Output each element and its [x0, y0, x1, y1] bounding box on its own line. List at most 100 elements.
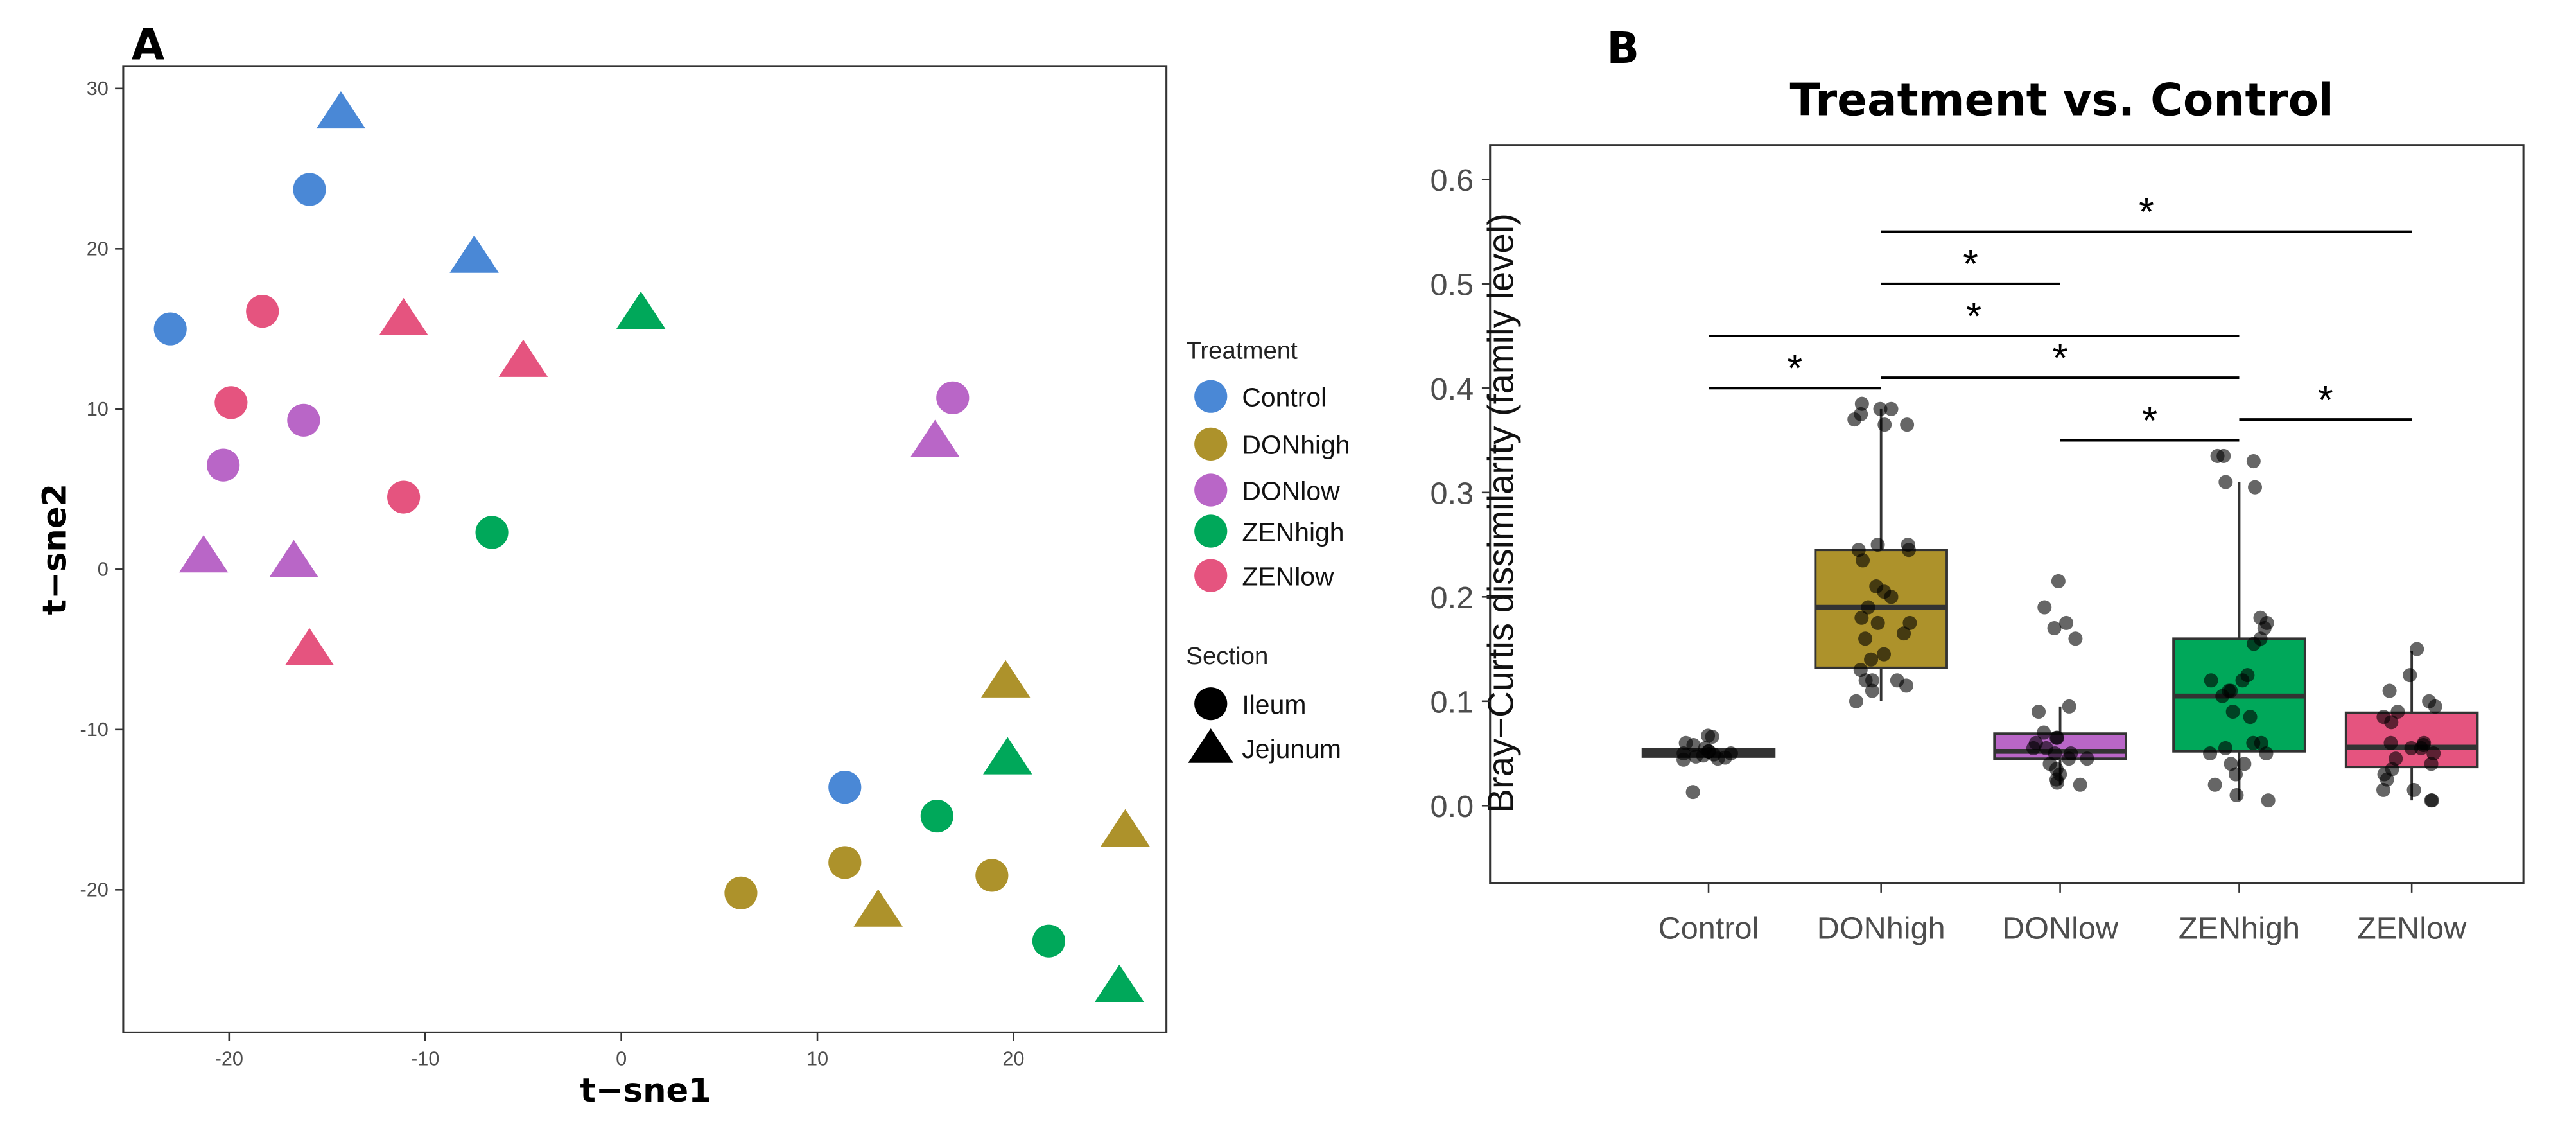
jitter-point — [2062, 699, 2076, 714]
point-control-jejunum — [316, 91, 366, 129]
legend: Treatment Section Control DONhigh DONlow ZE… — [1186, 337, 1350, 764]
significance-star: * — [2139, 189, 2154, 234]
jitter-point — [1854, 396, 1869, 411]
x-tick-label: Control — [1658, 911, 1759, 946]
chart-title: Treatment vs. Control — [1790, 75, 2334, 127]
legend-key-circle-icon — [1194, 687, 1228, 721]
y-axis-label-a: t−sne2 — [36, 484, 74, 615]
legend-label-zenhigh: ZENhigh — [1242, 517, 1344, 547]
point-donhigh-ileum — [828, 846, 862, 879]
jitter-point — [1858, 631, 1873, 646]
legend-key-zenhigh — [1194, 514, 1228, 548]
legend-label-donlow: DONlow — [1242, 476, 1340, 505]
jitter-point — [2382, 683, 2397, 698]
point-zenhigh-ileum — [920, 799, 953, 833]
point-donhigh-ileum — [975, 859, 1009, 892]
point-zenlow-ileum — [214, 386, 248, 419]
point-zenhigh-ileum — [1032, 924, 1066, 958]
y-tick-label: 0.3 — [1431, 477, 1474, 511]
point-donlow-jejunum — [269, 540, 318, 577]
jitter-point — [1870, 615, 1885, 630]
legend-label-jejunum: Jejunum — [1242, 734, 1341, 764]
panel-b: B Treatment vs. Control Bray−Curtis diss… — [1431, 23, 2525, 946]
jitter-point — [2406, 782, 2421, 797]
point-zenlow-jejunum — [379, 297, 428, 336]
legend-key-zenlow — [1194, 559, 1228, 592]
x-tick-label: DONlow — [2002, 911, 2119, 946]
legend-key-donlow — [1194, 473, 1228, 507]
jitter-point — [2424, 757, 2439, 771]
significance-star: * — [2053, 336, 2068, 380]
point-control-jejunum — [449, 235, 499, 273]
jitter-point — [2390, 705, 2405, 719]
jitter-point — [2404, 741, 2419, 755]
point-control-ileum — [293, 173, 326, 206]
point-control-ileum — [828, 771, 862, 804]
jitter-point — [2051, 574, 2066, 588]
jitter-point — [1864, 652, 1879, 667]
jitter-point — [2080, 751, 2094, 766]
jitter-point — [1854, 610, 1869, 625]
y-tick-label: -10 — [80, 718, 109, 741]
jitter-point — [2254, 735, 2268, 750]
jitter-point — [2237, 757, 2252, 771]
significance-star: * — [1787, 346, 1802, 391]
x-tick-label: 0 — [616, 1048, 627, 1070]
x-tick-label: -20 — [215, 1048, 243, 1070]
jitter-point — [2047, 621, 2062, 636]
y-tick-label: 0.1 — [1431, 685, 1474, 720]
point-donlow-ileum — [207, 448, 240, 482]
point-donhigh-jejunum — [980, 660, 1031, 698]
jitter-point — [2062, 751, 2076, 766]
jitter-point — [2218, 475, 2233, 489]
y-tick-label: 10 — [87, 398, 109, 420]
jitter-point — [1901, 538, 1915, 552]
legend-title-section: Section — [1186, 642, 1268, 670]
point-zenlow-jejunum — [498, 339, 548, 377]
jitter-point — [2073, 777, 2087, 792]
x-tick-label: DONhigh — [1817, 911, 1945, 946]
legend-label-zenlow: ZENlow — [1242, 561, 1334, 591]
legend-key-triangle-icon — [1188, 728, 1234, 763]
y-tick-label: 0.2 — [1431, 581, 1474, 615]
x-axis-label-a: t−sne1 — [580, 1072, 711, 1110]
jitter-point — [2403, 668, 2417, 683]
y-tick-label: 20 — [87, 238, 109, 260]
y-tick-label: 0.6 — [1431, 163, 1474, 198]
box-zenlow — [2344, 642, 2479, 808]
jitter-point — [2037, 600, 2052, 615]
jitter-point — [2068, 631, 2083, 646]
legend-key-control — [1194, 380, 1228, 413]
legend-title-treatment: Treatment — [1186, 337, 1298, 364]
y-tick-label: 30 — [87, 77, 109, 100]
jitter-point — [1865, 683, 1879, 698]
plot-area-b — [1489, 144, 2525, 884]
y-tick-label: 0.4 — [1431, 372, 1474, 407]
jitter-point — [2050, 775, 2065, 790]
jitter-point — [1849, 694, 1863, 708]
x-tick-label: 20 — [1002, 1048, 1024, 1070]
jitter-point — [1884, 401, 1899, 416]
y-tick-label: 0.0 — [1431, 789, 1474, 824]
box-zenhigh — [2172, 448, 2306, 808]
point-zenlow-ileum — [387, 480, 421, 514]
jitter-point — [2037, 725, 2051, 740]
x-tick-label: -10 — [411, 1048, 439, 1070]
jitter-point — [2210, 448, 2225, 463]
point-zenhigh-jejunum — [1095, 964, 1144, 1002]
jitter-point — [2203, 746, 2218, 761]
jitter-point — [2246, 454, 2261, 469]
jitter-point — [2384, 715, 2399, 730]
jitter-point — [1676, 752, 1691, 767]
x-tick-label: ZENlow — [2357, 911, 2467, 946]
legend-label-control: Control — [1242, 383, 1327, 412]
point-donlow-ileum — [936, 381, 970, 414]
point-zenhigh-ileum — [475, 516, 509, 549]
jitter-point — [1873, 401, 1888, 416]
significance-star: * — [2318, 378, 2333, 422]
jitter-point — [2218, 741, 2232, 755]
jitter-point — [1701, 744, 1716, 759]
jitter-point — [2225, 705, 2240, 719]
panel-a: A t−sne1 t−sne2 -20 -10 0 10 20 -20 -10 0 10 20 30… — [36, 20, 1350, 1110]
legend-label-donhigh: DONhigh — [1242, 430, 1350, 460]
